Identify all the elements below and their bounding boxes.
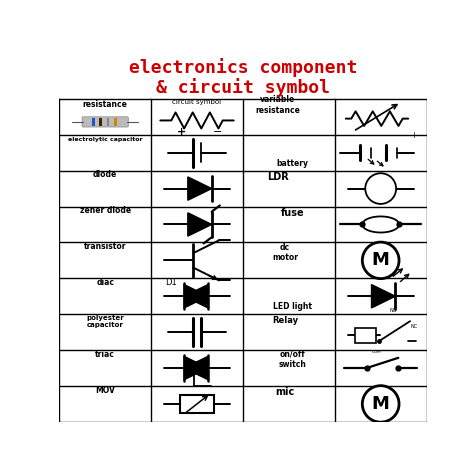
Polygon shape [188, 177, 212, 200]
Text: Relay: Relay [272, 316, 298, 325]
Text: variable
resistance: variable resistance [255, 95, 300, 115]
Text: M: M [372, 251, 390, 269]
Text: & circuit symbol: & circuit symbol [156, 78, 330, 97]
Text: NO: NO [390, 308, 397, 313]
Bar [355, 328, 376, 343]
Bar [107, 118, 109, 126]
Text: COM: COM [372, 350, 382, 354]
Circle shape [362, 386, 399, 422]
Text: MOV: MOV [95, 386, 115, 395]
Text: triac: triac [95, 350, 115, 359]
Text: LDR: LDR [267, 172, 289, 182]
FancyBboxPatch shape [82, 117, 128, 127]
Circle shape [365, 173, 396, 204]
Text: electrolytic capacitor: electrolytic capacitor [68, 137, 143, 142]
Text: circuit symbol: circuit symbol [173, 100, 221, 105]
Polygon shape [184, 284, 208, 308]
Text: zener diode: zener diode [80, 206, 131, 215]
Text: fuse: fuse [281, 208, 304, 218]
Polygon shape [184, 284, 208, 308]
Circle shape [362, 242, 399, 279]
Bar [181, 395, 213, 413]
Bar [92, 118, 94, 126]
Text: on/off
switch: on/off switch [279, 349, 307, 369]
Text: mic: mic [275, 387, 295, 397]
Text: diode: diode [93, 171, 117, 180]
Text: transistor: transistor [84, 242, 127, 251]
Text: dc
motor: dc motor [272, 243, 298, 262]
Bar [99, 118, 102, 126]
Text: electronics component: electronics component [129, 58, 357, 77]
Text: battery: battery [276, 159, 309, 168]
Text: M: M [372, 395, 390, 413]
Text: NC: NC [410, 325, 417, 329]
Polygon shape [372, 284, 395, 308]
Bar [114, 118, 117, 126]
Text: LED light: LED light [273, 302, 312, 311]
Text: polyester
capacitor: polyester capacitor [86, 315, 124, 328]
Text: −: − [340, 131, 347, 140]
Polygon shape [184, 356, 208, 380]
Text: D1: D1 [165, 278, 177, 287]
Text: diac: diac [96, 278, 114, 287]
Text: resistance: resistance [83, 100, 128, 109]
Text: −: − [212, 127, 222, 137]
Polygon shape [184, 356, 208, 380]
Text: +: + [177, 127, 186, 137]
Polygon shape [188, 213, 212, 236]
Text: +: + [410, 131, 417, 140]
